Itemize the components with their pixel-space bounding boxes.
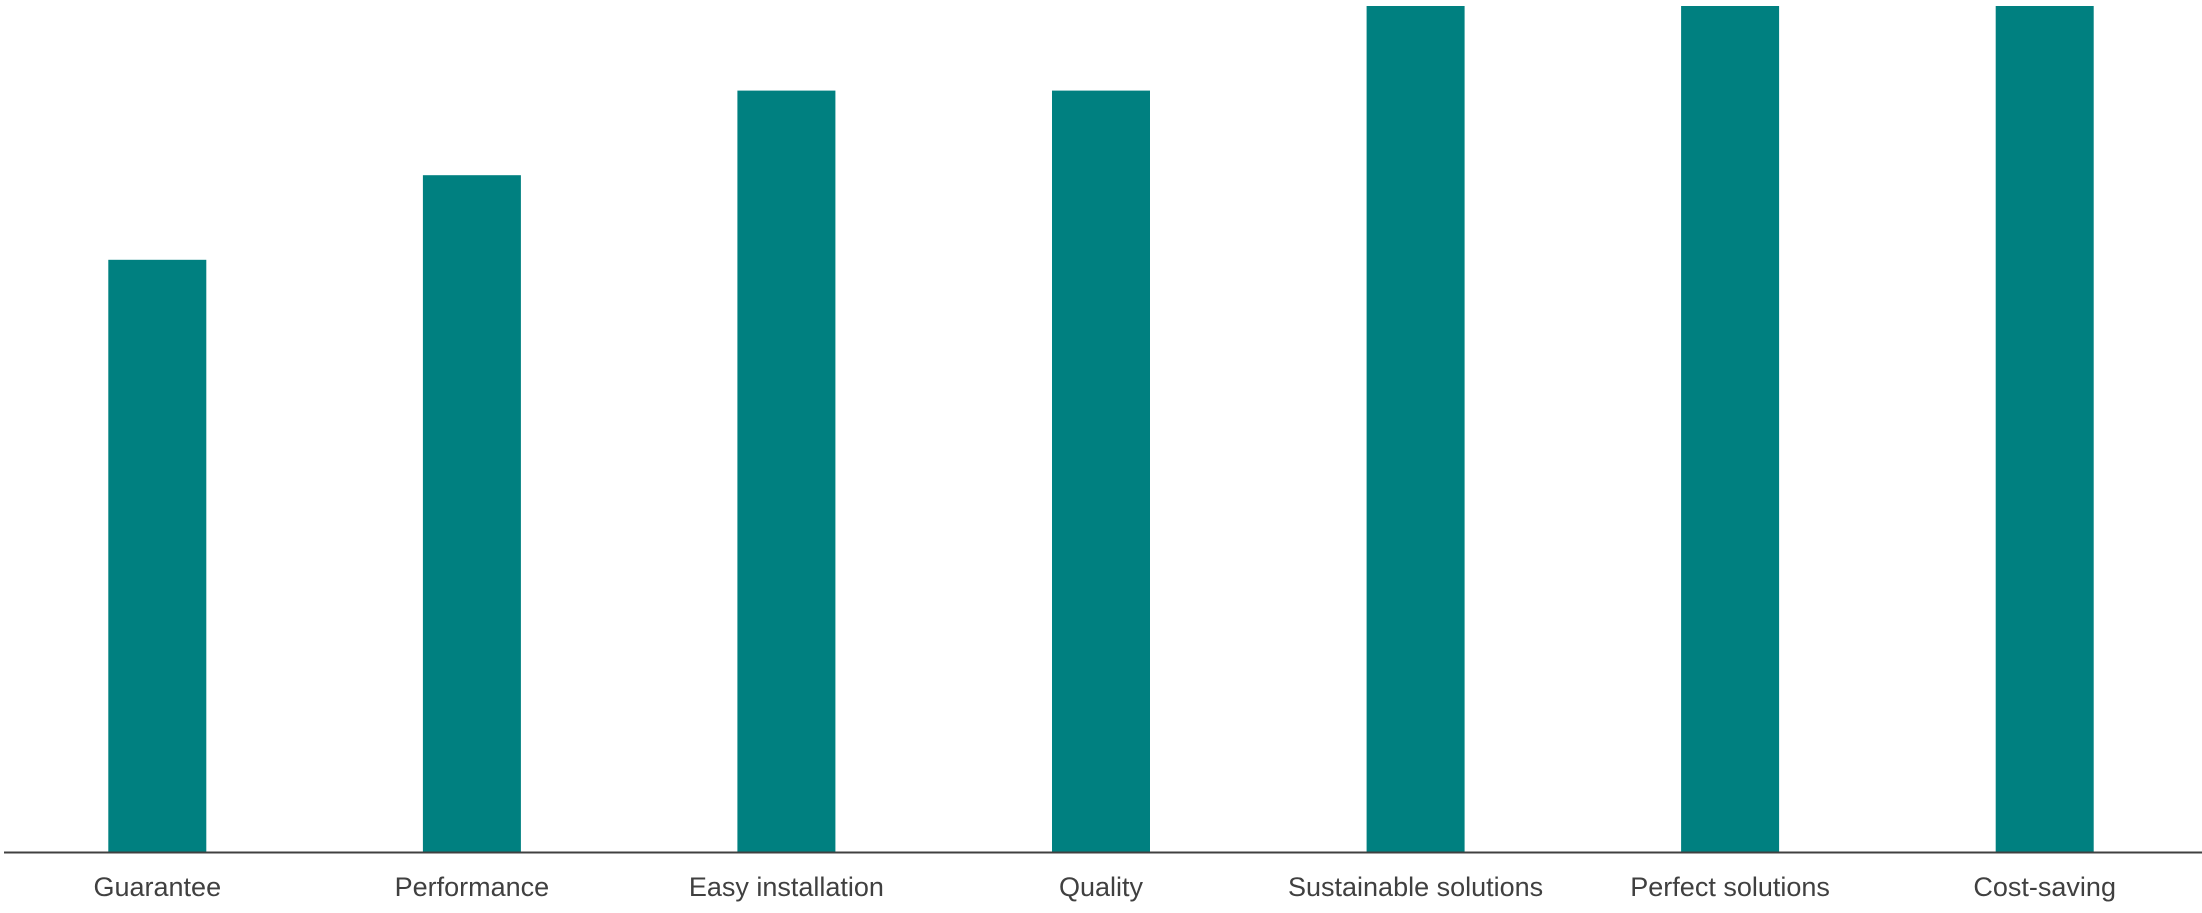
bar-guarantee <box>108 259 207 852</box>
x-tick-label: Sustainable solutions <box>1288 872 1543 902</box>
category-labels-group: Guarantee Performance Easy installation Qua… <box>94 872 2116 902</box>
bar-easy-installation <box>737 90 836 853</box>
x-tick-label: Perfect solutions <box>1630 872 1830 902</box>
x-tick-label: Guarantee <box>94 872 222 902</box>
bar-performance <box>422 175 521 852</box>
x-tick-label: Easy installation <box>689 872 884 902</box>
bar-quality <box>1052 90 1150 853</box>
bars-group <box>108 6 2094 853</box>
x-tick-label: Cost-saving <box>1973 872 2116 902</box>
x-tick-label: Quality <box>1059 872 1144 902</box>
x-tick-label: Performance <box>395 872 550 902</box>
bar-sustainable-solutions <box>1366 6 1465 852</box>
bar-perfect-solutions <box>1681 6 1780 852</box>
bar-cost-saving <box>1995 6 2094 852</box>
